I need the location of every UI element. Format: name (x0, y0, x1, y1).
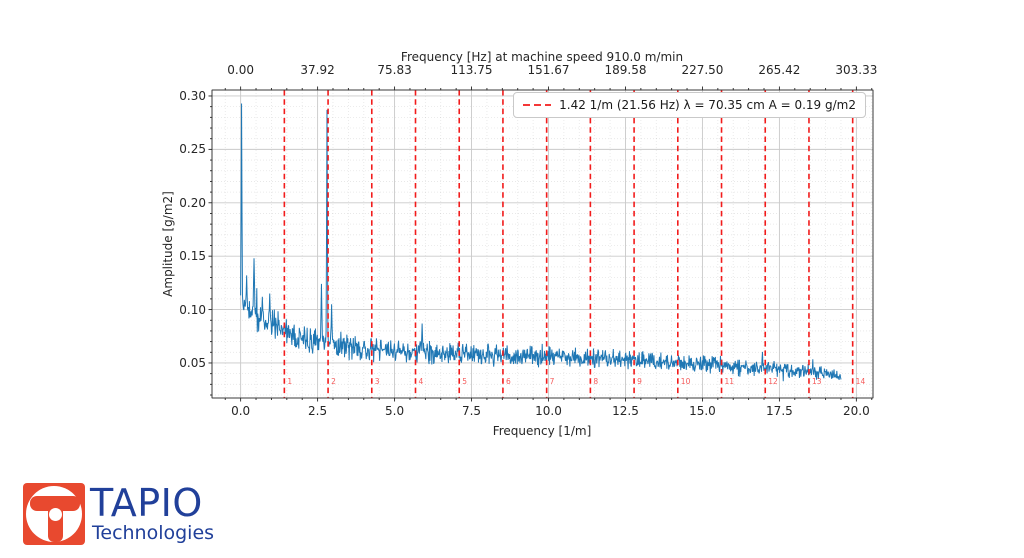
harmonic-number-label: 6 (505, 377, 511, 386)
top-axis-tick-label: 75.83 (377, 63, 412, 77)
harmonic-number-label: 14 (855, 377, 866, 386)
x-axis-title: Frequency [1/m] (492, 424, 592, 438)
y-axis-tick-label: 0.15 (179, 249, 206, 264)
top-axis-tick-label: 227.50 (681, 63, 724, 77)
tapio-logo-icon (23, 483, 85, 545)
harmonic-number-label: 9 (637, 377, 642, 386)
harmonic-number-label: 8 (593, 377, 599, 386)
y-axis-tick-label: 0.20 (179, 195, 206, 210)
harmonic-number-label: 12 (768, 377, 778, 386)
x-axis-tick-label: 17.5 (766, 404, 793, 418)
x-axis-tick-label: 2.5 (308, 404, 328, 418)
logo-text: TAPIO Technologies (90, 483, 214, 545)
harmonic-number-label: 10 (680, 377, 691, 386)
harmonic-number-label: 4 (418, 377, 424, 386)
logo-subtitle: Technologies (92, 522, 215, 544)
harmonic-number-label: 11 (724, 377, 735, 386)
legend-box: 1.42 1/m (21.56 Hz) λ = 70.35 cm A = 0.1… (513, 92, 866, 118)
x-axis-tick-label: 0.0 (231, 404, 251, 418)
top-axis-tick-label: 265.42 (758, 63, 801, 77)
y-axis-tick-label: 0.30 (179, 88, 206, 103)
x-axis-tick-label: 7.5 (461, 404, 482, 418)
top-axis-tick-label: 37.92 (300, 63, 335, 77)
legend-label: 1.42 1/m (21.56 Hz) λ = 70.35 cm A = 0.1… (559, 98, 856, 112)
top-axis-tick-label: 151.67 (527, 63, 570, 77)
top-axis-tick-label: 0.00 (227, 63, 254, 77)
top-axis-tick-label: 303.33 (835, 63, 878, 77)
harmonic-number-label: 5 (462, 377, 467, 386)
harmonic-number-label: 7 (549, 377, 555, 386)
top-axis-tick-label: 189.58 (604, 63, 647, 77)
logo-t-dot (49, 508, 62, 521)
legend-dashed-line-icon (523, 104, 552, 106)
top-axis-title: Frequency [Hz] at machine speed 910.0 m/… (400, 50, 684, 64)
x-axis-tick-label: 12.5 (612, 404, 639, 418)
x-axis-tick-label: 20.0 (843, 404, 870, 418)
tapio-logo: TAPIO Technologies (23, 483, 214, 545)
x-axis-tick-label: 10.0 (535, 404, 562, 418)
y-axis-tick-label: 0.05 (179, 355, 206, 370)
harmonic-number-label: 13 (811, 377, 822, 386)
x-axis-tick-label: 15.0 (689, 404, 716, 418)
harmonic-number-label: 1 (287, 377, 293, 386)
x-axis-tick-label: 5.0 (385, 404, 405, 418)
y-axis-title: Amplitude [g/m2] (161, 191, 175, 297)
logo-brand-name: TAPIO (90, 481, 203, 525)
y-axis-tick-label: 0.10 (179, 302, 206, 317)
harmonic-number-label: 3 (374, 377, 380, 386)
harmonic-number-label: 2 (331, 377, 336, 386)
y-axis-tick-label: 0.25 (179, 142, 206, 157)
top-axis-tick-label: 113.75 (450, 63, 493, 77)
